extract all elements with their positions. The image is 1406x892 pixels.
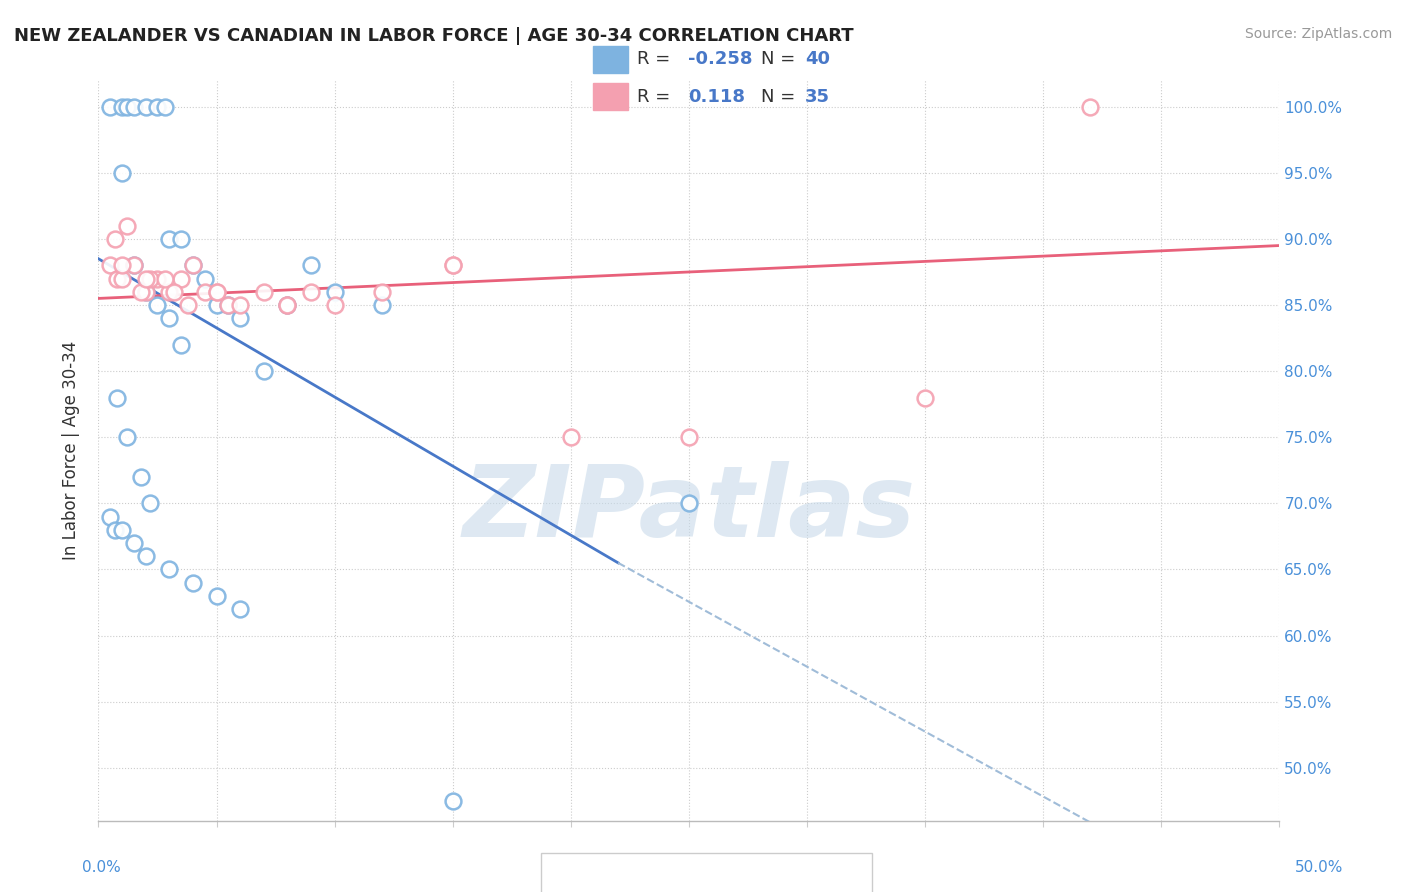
Point	[229, 602, 252, 616]
Point	[217, 298, 239, 312]
Point	[181, 259, 204, 273]
Point	[276, 298, 298, 312]
Point	[371, 298, 394, 312]
Text: NEW ZEALANDER VS CANADIAN IN LABOR FORCE | AGE 30-34 CORRELATION CHART: NEW ZEALANDER VS CANADIAN IN LABOR FORCE…	[14, 27, 853, 45]
Text: ZIPatlas: ZIPatlas	[463, 461, 915, 558]
Text: 50.0%: 50.0%	[1295, 861, 1343, 875]
Point	[135, 100, 157, 114]
Point	[1080, 100, 1102, 114]
Point	[205, 285, 228, 299]
Point	[560, 430, 582, 444]
Point	[157, 311, 180, 326]
Point	[229, 298, 252, 312]
Point	[111, 166, 134, 180]
Text: Canadians: Canadians	[735, 867, 815, 881]
Point	[129, 470, 152, 484]
Point	[323, 298, 346, 312]
Point	[157, 562, 180, 576]
Point	[111, 271, 134, 285]
Point	[205, 298, 228, 312]
Point	[205, 285, 228, 299]
Text: R =: R =	[637, 51, 676, 69]
Point	[299, 259, 322, 273]
Point	[914, 391, 936, 405]
Point	[153, 100, 176, 114]
Point	[177, 298, 200, 312]
Point	[678, 496, 700, 510]
Point	[115, 430, 138, 444]
Point	[111, 259, 134, 273]
Text: ■: ■	[707, 864, 727, 884]
Point	[105, 391, 128, 405]
Point	[217, 298, 239, 312]
Point	[98, 259, 121, 273]
Point	[181, 259, 204, 273]
Point	[181, 575, 204, 590]
Point	[122, 536, 145, 550]
Point	[115, 100, 138, 114]
Point	[276, 298, 298, 312]
Point	[163, 285, 186, 299]
Text: N =: N =	[761, 51, 800, 69]
Point	[153, 271, 176, 285]
Y-axis label: In Labor Force | Age 30-34: In Labor Force | Age 30-34	[62, 341, 80, 560]
Point	[129, 285, 152, 299]
Text: ■: ■	[562, 864, 582, 884]
Point	[115, 219, 138, 233]
Point	[205, 589, 228, 603]
Point	[253, 364, 276, 378]
Point	[170, 337, 193, 351]
Point	[146, 271, 169, 285]
Point	[146, 100, 169, 114]
Text: -0.258: -0.258	[688, 51, 752, 69]
Point	[157, 285, 180, 299]
Point	[194, 271, 217, 285]
Point	[111, 523, 134, 537]
Point	[299, 285, 322, 299]
Point	[194, 285, 217, 299]
Point	[122, 100, 145, 114]
Text: 0.0%: 0.0%	[82, 861, 121, 875]
Text: R =: R =	[637, 87, 676, 105]
Text: 0.118: 0.118	[688, 87, 745, 105]
Point	[122, 259, 145, 273]
Point	[135, 285, 157, 299]
Bar	[593, 45, 627, 73]
Point	[323, 285, 346, 299]
Point	[135, 549, 157, 564]
Text: 40: 40	[804, 51, 830, 69]
Point	[139, 271, 162, 285]
Point	[105, 271, 128, 285]
Point	[441, 259, 464, 273]
Point	[170, 232, 193, 246]
Text: Source: ZipAtlas.com: Source: ZipAtlas.com	[1244, 27, 1392, 41]
Point	[678, 430, 700, 444]
Point	[98, 100, 121, 114]
Text: N =: N =	[761, 87, 800, 105]
Point	[441, 794, 464, 808]
Point	[371, 285, 394, 299]
Point	[135, 271, 157, 285]
Point	[139, 496, 162, 510]
Point	[276, 298, 298, 312]
Point	[441, 259, 464, 273]
Point	[98, 509, 121, 524]
Point	[122, 259, 145, 273]
Point	[229, 311, 252, 326]
Point	[253, 285, 276, 299]
Point	[157, 232, 180, 246]
Point	[170, 271, 193, 285]
Text: New Zealanders: New Zealanders	[591, 867, 714, 881]
Point	[104, 232, 127, 246]
Point	[104, 523, 127, 537]
Point	[135, 285, 157, 299]
Text: 35: 35	[804, 87, 830, 105]
Point	[146, 298, 169, 312]
Bar	[593, 83, 627, 111]
Point	[111, 100, 134, 114]
